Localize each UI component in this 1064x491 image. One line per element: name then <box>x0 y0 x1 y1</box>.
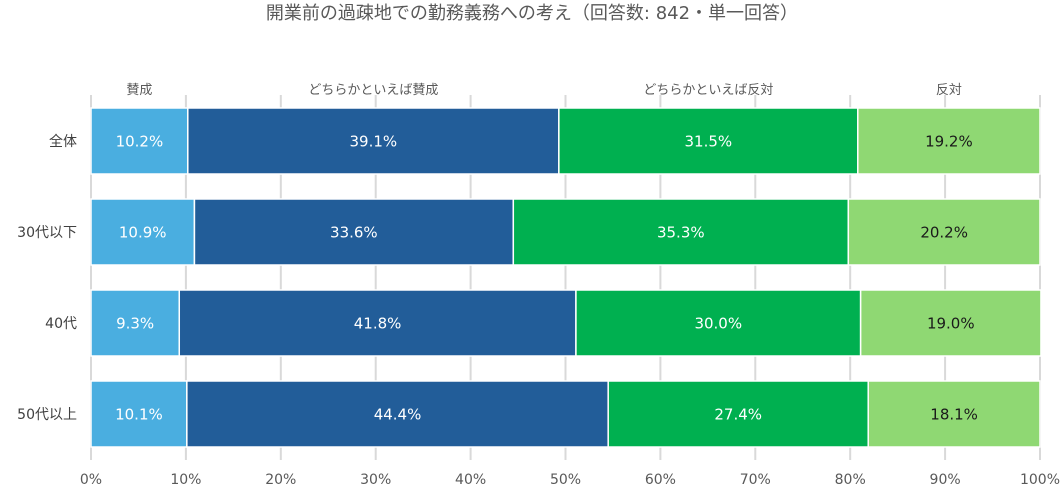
y-axis-labels: 全体 30代以下 40代 50代以上 <box>17 133 77 423</box>
bar-segment <box>193 198 515 266</box>
x-tick-label: 50% <box>550 472 581 488</box>
data-label: 41.8% <box>354 315 402 333</box>
x-tick-label: 30% <box>360 472 391 488</box>
legend-entry: 賛成 <box>126 83 152 98</box>
data-label: 20.2% <box>920 224 968 242</box>
x-tick-label: 100% <box>1020 472 1060 488</box>
x-tick-label: 60% <box>645 472 676 488</box>
bar-row: 10.1% 44.4% 27.4% 18.1% <box>90 380 1041 448</box>
data-label: 30.0% <box>694 315 742 333</box>
bar-segment <box>186 380 609 448</box>
data-label: 10.9% <box>119 224 167 242</box>
data-label: 33.6% <box>330 224 378 242</box>
bar-row: 10.2% 39.1% 31.5% 19.2% <box>90 107 1041 175</box>
bars: 10.2% 39.1% 31.5% 19.2% 10.9% 33.6% 35.3% 20.2%… <box>90 107 1042 448</box>
bar-segment <box>90 107 189 175</box>
data-label: 19.0% <box>927 315 975 333</box>
data-label: 39.1% <box>349 133 397 151</box>
chart-title: 開業前の過疎地での勤務義務への考え（回答数: 842・単一回答） <box>266 3 798 24</box>
bar-segment <box>90 380 188 448</box>
bar-segment <box>859 289 1042 357</box>
category-label: 30代以下 <box>17 225 77 241</box>
x-tick-label: 0% <box>80 472 102 488</box>
category-label: 全体 <box>49 133 77 150</box>
x-tick-label: 80% <box>835 472 866 488</box>
bar-row: 10.9% 33.6% 35.3% 20.2% <box>90 198 1041 266</box>
data-label: 35.3% <box>657 224 705 242</box>
bar-segment <box>187 107 560 175</box>
category-label: 40代 <box>45 316 77 332</box>
bar-segment <box>90 289 181 357</box>
legend-entry: どちらかといえば賛成 <box>308 83 438 98</box>
bar-segment <box>867 380 1041 448</box>
x-tick-label: 90% <box>930 472 961 488</box>
bar-segment <box>857 107 1041 175</box>
x-tick-label: 40% <box>455 472 486 488</box>
data-label: 31.5% <box>684 133 732 151</box>
x-tick-label: 20% <box>265 472 296 488</box>
legend-entry: どちらかといえば反対 <box>643 83 773 98</box>
legend: 賛成 どちらかといえば賛成 どちらかといえば反対 反対 <box>126 83 962 98</box>
data-label: 27.4% <box>714 406 762 424</box>
bar-segment <box>607 380 869 448</box>
data-label: 19.2% <box>925 133 973 151</box>
bar-segment <box>847 198 1041 266</box>
category-label: 50代以上 <box>17 407 77 423</box>
data-label: 18.1% <box>930 406 978 424</box>
x-tick-label: 70% <box>740 472 771 488</box>
data-label: 10.1% <box>115 406 163 424</box>
data-label: 44.4% <box>374 406 422 424</box>
bar-row: 9.3% 41.8% 30.0% 19.0% <box>90 289 1042 357</box>
data-label: 10.2% <box>116 133 164 151</box>
bar-segment <box>178 289 577 357</box>
x-tick-label: 10% <box>170 472 201 488</box>
x-axis-ticks: 0% 10% 20% 30% 40% 50% 60% 70% 80% 90% 100% <box>80 472 1060 488</box>
legend-entry: 反対 <box>936 83 962 98</box>
bar-segment <box>558 107 859 175</box>
data-label: 9.3% <box>116 315 154 333</box>
bar-segment <box>90 198 196 266</box>
